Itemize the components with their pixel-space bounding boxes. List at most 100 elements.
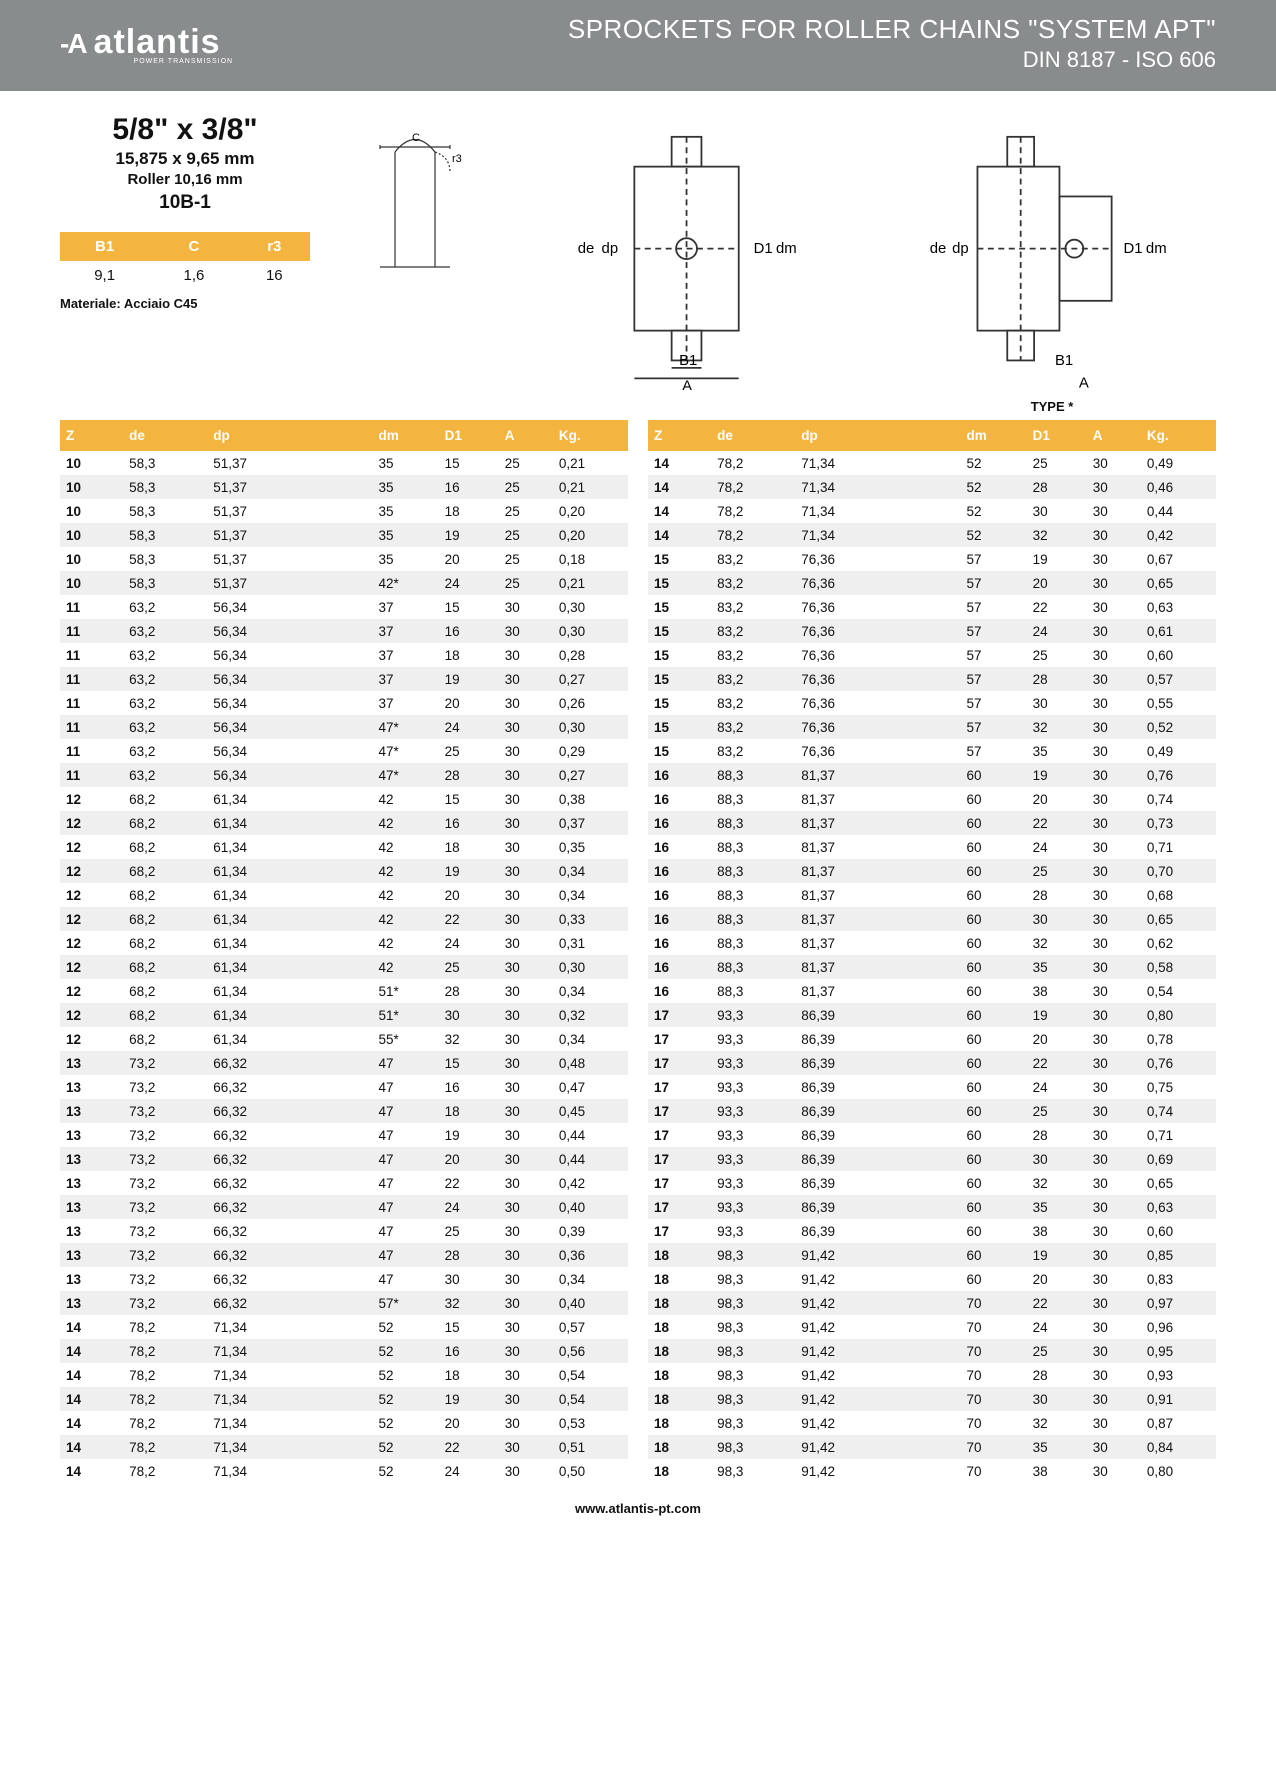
- col-header-d1: D1: [439, 420, 499, 451]
- cell: 57: [961, 667, 1027, 691]
- cell: 30: [499, 739, 553, 763]
- cell: 88,3: [711, 979, 795, 1003]
- col-header-de: de: [123, 420, 207, 451]
- cell: 47: [373, 1075, 439, 1099]
- cell: 30: [1087, 1123, 1141, 1147]
- cell: 0,30: [553, 595, 628, 619]
- col-header-a: A: [499, 420, 553, 451]
- cell: 66,32: [207, 1267, 297, 1291]
- cell: 66,32: [207, 1075, 297, 1099]
- cell: 71,34: [207, 1387, 297, 1411]
- page-title: SPROCKETS FOR ROLLER CHAINS "SYSTEM APT": [568, 14, 1216, 45]
- cell: 30: [1087, 1363, 1141, 1387]
- cell: 30: [499, 1411, 553, 1435]
- cell: 32: [439, 1291, 499, 1315]
- cell-gap: [297, 763, 372, 787]
- cell: 25: [439, 739, 499, 763]
- cell: 22: [439, 1171, 499, 1195]
- cell: 0,44: [553, 1123, 628, 1147]
- cell: 60: [961, 1267, 1027, 1291]
- cell: 66,32: [207, 1195, 297, 1219]
- header-titles: SPROCKETS FOR ROLLER CHAINS "SYSTEM APT"…: [568, 14, 1216, 73]
- cell: 66,32: [207, 1219, 297, 1243]
- cell: 35: [1027, 1435, 1087, 1459]
- cell: 58,3: [123, 571, 207, 595]
- cell: 0,30: [553, 715, 628, 739]
- cell: 76,36: [795, 715, 885, 739]
- cell: 56,34: [207, 619, 297, 643]
- cell: 78,2: [711, 523, 795, 547]
- cell: 68,2: [123, 979, 207, 1003]
- cell: 0,97: [1141, 1291, 1216, 1315]
- cell: 47: [373, 1099, 439, 1123]
- diagram-sprocket-b: de dp D1 dm B1 A TYPE *: [888, 107, 1216, 414]
- cell: 15: [648, 667, 711, 691]
- cell: 0,58: [1141, 955, 1216, 979]
- cell: 16: [648, 811, 711, 835]
- cell: 17: [648, 1147, 711, 1171]
- cell: 30: [499, 1099, 553, 1123]
- cell: 30: [499, 955, 553, 979]
- cell: 86,39: [795, 1171, 885, 1195]
- cell: 11: [60, 595, 123, 619]
- cell: 15: [648, 691, 711, 715]
- cell-gap: [885, 523, 960, 547]
- table-row: 1058,351,3742*24250,21: [60, 571, 628, 595]
- cell: 12: [60, 883, 123, 907]
- cell: 15: [439, 595, 499, 619]
- cell: 47: [373, 1147, 439, 1171]
- cell: 13: [60, 1243, 123, 1267]
- cell: 63,2: [123, 763, 207, 787]
- cell-gap: [297, 571, 372, 595]
- cell: 30: [1087, 979, 1141, 1003]
- cell-gap: [885, 739, 960, 763]
- table-row: 1163,256,3447*24300,30: [60, 715, 628, 739]
- cell: 0,74: [1141, 1099, 1216, 1123]
- svg-text:dp: dp: [602, 241, 619, 257]
- cell: 70: [961, 1315, 1027, 1339]
- cell-gap: [885, 667, 960, 691]
- cell: 0,56: [553, 1339, 628, 1363]
- table-row: 1793,386,396020300,78: [648, 1027, 1216, 1051]
- cell: 19: [1027, 1003, 1087, 1027]
- table-row: 1688,381,376032300,62: [648, 931, 1216, 955]
- cell: 19: [1027, 547, 1087, 571]
- cell: 30: [499, 811, 553, 835]
- cell: 20: [439, 547, 499, 571]
- cell: 0,83: [1141, 1267, 1216, 1291]
- cell: 37: [373, 595, 439, 619]
- cell: 10: [60, 475, 123, 499]
- cell: 71,34: [207, 1339, 297, 1363]
- cell-gap: [885, 1195, 960, 1219]
- cell: 37: [373, 643, 439, 667]
- cell: 30: [1087, 859, 1141, 883]
- cell: 52: [961, 451, 1027, 475]
- cell: 61,34: [207, 1027, 297, 1051]
- cell: 13: [60, 1123, 123, 1147]
- cell: 73,2: [123, 1195, 207, 1219]
- cell: 12: [60, 1003, 123, 1027]
- cell: 0,35: [553, 835, 628, 859]
- cell: 73,2: [123, 1267, 207, 1291]
- cell: 30: [1027, 907, 1087, 931]
- table-row: 1793,386,396024300,75: [648, 1075, 1216, 1099]
- cell: 83,2: [711, 691, 795, 715]
- cell: 52: [373, 1339, 439, 1363]
- cell: 30: [1087, 1171, 1141, 1195]
- cell: 0,31: [553, 931, 628, 955]
- cell: 15: [648, 739, 711, 763]
- cell: 60: [961, 955, 1027, 979]
- cell: 16: [439, 1339, 499, 1363]
- cell: 24: [1027, 1075, 1087, 1099]
- cell: 57: [961, 715, 1027, 739]
- cell: 60: [961, 883, 1027, 907]
- svg-text:C: C: [412, 132, 420, 144]
- cell: 30: [499, 931, 553, 955]
- cell: 83,2: [711, 667, 795, 691]
- cell: 30: [499, 979, 553, 1003]
- cell-gap: [297, 1243, 372, 1267]
- cell: 66,32: [207, 1291, 297, 1315]
- table-row: 1688,381,376035300,58: [648, 955, 1216, 979]
- cell: 63,2: [123, 595, 207, 619]
- cell: 51*: [373, 1003, 439, 1027]
